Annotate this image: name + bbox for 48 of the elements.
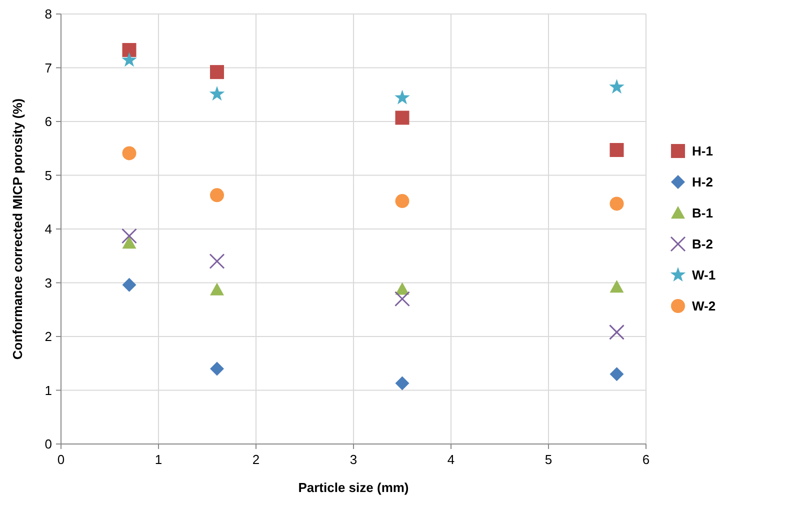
x-tick-label: 1 [154, 452, 162, 467]
y-tick-label: 2 [44, 329, 52, 344]
y-tick-label: 3 [44, 275, 52, 290]
y-tick-label: 6 [44, 114, 52, 130]
point [395, 194, 410, 208]
point [610, 142, 624, 157]
y-tick-label: 8 [44, 6, 52, 22]
point [610, 196, 624, 211]
point [610, 280, 624, 293]
point [395, 282, 410, 295]
y-tick-label: 0 [44, 436, 52, 452]
point [122, 43, 136, 58]
point [394, 90, 410, 104]
point [209, 86, 225, 101]
legend-label: H-1 [692, 144, 713, 159]
point [122, 236, 136, 249]
point [210, 188, 224, 202]
x-tick-label: 2 [252, 452, 260, 467]
x-axis-title: Particle size (mm) [298, 480, 409, 495]
point [122, 228, 137, 244]
y-axis-title: Conformance corrected MICP porosity (%) [10, 98, 25, 360]
legend-label: W-2 [692, 298, 716, 314]
point [122, 52, 137, 67]
x-tick-label: 4 [447, 452, 455, 467]
point [122, 278, 136, 292]
x-tick-label: 3 [350, 452, 358, 467]
y-tick-label: 7 [44, 60, 52, 76]
y-tick-label: 1 [44, 382, 52, 398]
point [609, 324, 624, 340]
point [394, 291, 410, 307]
point [210, 65, 224, 80]
x-tick-label: 5 [544, 452, 552, 467]
point [209, 254, 225, 269]
legend-label: W-1 [692, 268, 716, 283]
x-tick-label: 0 [57, 452, 65, 467]
x-tick-label: 6 [642, 452, 650, 467]
y-tick-label: 5 [44, 168, 52, 183]
point [609, 79, 624, 94]
point [395, 110, 410, 125]
point [610, 367, 624, 382]
y-tick-label: 4 [44, 222, 52, 237]
point [395, 376, 410, 390]
legend-label: H-2 [692, 174, 713, 190]
legend-label: B-1 [692, 206, 713, 221]
point [210, 282, 224, 296]
legend-label: B-2 [692, 236, 713, 252]
point [122, 146, 136, 160]
point [210, 362, 224, 376]
